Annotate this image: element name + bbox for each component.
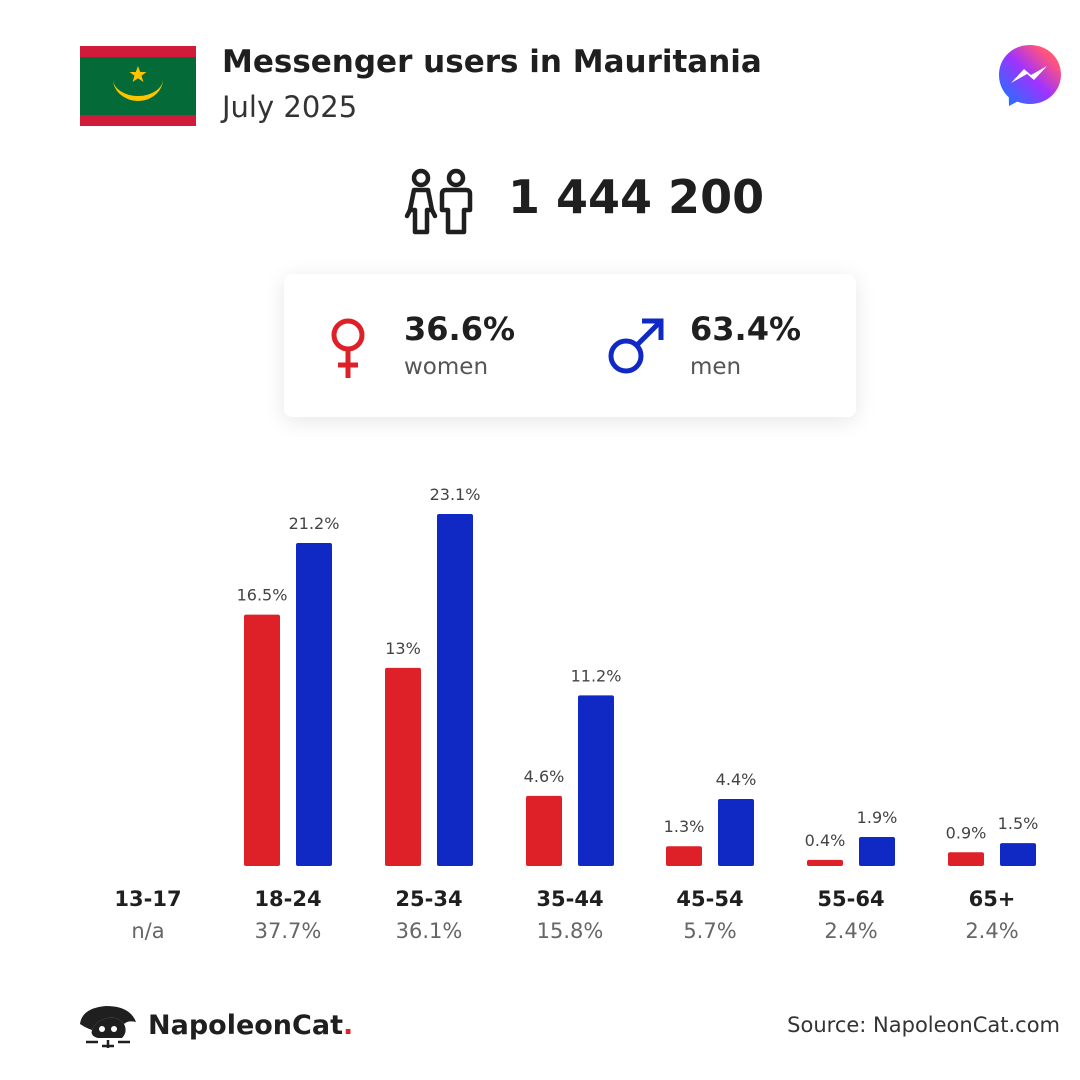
bar-men-65+ bbox=[1000, 843, 1036, 866]
bar-women-35-44 bbox=[526, 795, 562, 866]
category-total-45-54: 5.7% bbox=[683, 919, 736, 943]
category-label-13-17: 13-17 bbox=[114, 887, 181, 911]
category-label-55-64: 55-64 bbox=[817, 887, 884, 911]
source-credit: Source: NapoleonCat.com bbox=[787, 1013, 1060, 1037]
data-label-men-25-34: 23.1% bbox=[430, 485, 481, 504]
data-label-women-18-24: 16.5% bbox=[237, 586, 288, 605]
messenger-logo-icon bbox=[999, 45, 1061, 106]
data-label-women-45-54: 1.3% bbox=[664, 817, 705, 836]
data-label-men-35-44: 11.2% bbox=[571, 666, 622, 685]
bar-men-18-24 bbox=[296, 542, 332, 866]
data-label-women-25-34: 13% bbox=[385, 639, 421, 658]
napoleoncat-logo-icon bbox=[80, 1006, 136, 1048]
category-total-13-17: n/a bbox=[131, 919, 164, 943]
brand-name: NapoleonCat. bbox=[148, 1010, 353, 1041]
female-symbol-icon bbox=[331, 318, 365, 378]
bar-men-25-34 bbox=[437, 514, 473, 866]
category-total-25-34: 36.1% bbox=[396, 919, 463, 943]
bar-men-35-44 bbox=[578, 695, 614, 866]
category-label-35-44: 35-44 bbox=[536, 887, 603, 911]
category-total-55-64: 2.4% bbox=[824, 919, 877, 943]
data-label-women-65+: 0.9% bbox=[946, 823, 987, 842]
page-subtitle: July 2025 bbox=[222, 90, 358, 124]
bar-men-55-64 bbox=[859, 837, 895, 866]
category-total-65+: 2.4% bbox=[965, 919, 1018, 943]
category-label-45-54: 45-54 bbox=[676, 887, 743, 911]
brand-dot: . bbox=[342, 1010, 354, 1041]
people-icon bbox=[404, 168, 473, 235]
category-label-18-24: 18-24 bbox=[254, 887, 321, 911]
bar-women-55-64 bbox=[807, 859, 843, 866]
category-label-65+: 65+ bbox=[969, 887, 1016, 911]
male-symbol-icon bbox=[608, 318, 664, 374]
women-label: women bbox=[404, 354, 489, 380]
bar-women-18-24 bbox=[244, 614, 280, 866]
women-percentage: 36.6% bbox=[404, 310, 516, 348]
category-total-35-44: 15.8% bbox=[537, 919, 604, 943]
data-label-men-65+: 1.5% bbox=[998, 814, 1039, 833]
category-total-18-24: 37.7% bbox=[255, 919, 322, 943]
men-percentage: 63.4% bbox=[690, 310, 802, 348]
bar-men-45-54 bbox=[718, 798, 754, 866]
bar-women-25-34 bbox=[385, 667, 421, 866]
data-label-men-55-64: 1.9% bbox=[857, 808, 898, 827]
data-label-men-18-24: 21.2% bbox=[289, 514, 340, 533]
data-label-women-55-64: 0.4% bbox=[805, 831, 846, 850]
gender-summary-card: 36.6% women 63.4% men bbox=[284, 274, 856, 417]
mauritania-flag bbox=[80, 46, 196, 126]
men-label: men bbox=[690, 354, 742, 380]
data-label-women-35-44: 4.6% bbox=[524, 767, 565, 786]
bar-women-65+ bbox=[948, 852, 984, 866]
category-label-25-34: 25-34 bbox=[395, 887, 462, 911]
total-users-value: 1 444 200 bbox=[508, 170, 765, 224]
bar-women-45-54 bbox=[666, 846, 702, 866]
brand-name-text: NapoleonCat bbox=[148, 1010, 343, 1041]
page-title: Messenger users in Mauritania bbox=[222, 44, 762, 80]
data-label-men-45-54: 4.4% bbox=[716, 770, 757, 789]
